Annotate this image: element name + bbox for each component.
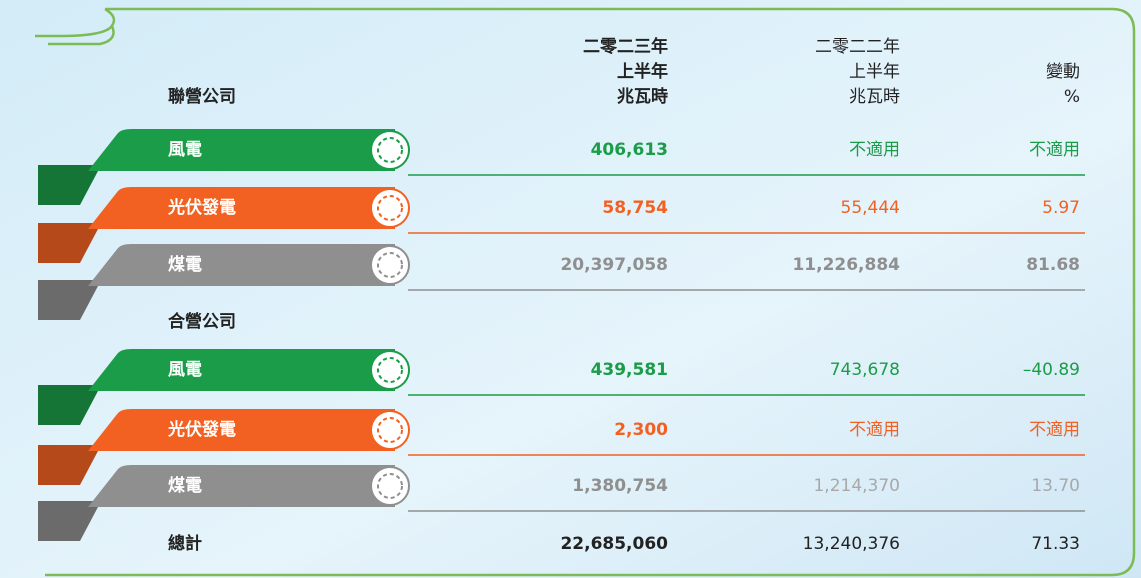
- cell: 81.68: [1026, 255, 1080, 275]
- ribbon: [88, 465, 395, 507]
- ribbon: [88, 187, 395, 229]
- cell: 406,613: [591, 140, 668, 160]
- icon: [377, 252, 403, 278]
- cell: 1,380,754: [572, 476, 668, 496]
- border: [45, 7, 1136, 577]
- column-header: 變動: [1046, 62, 1080, 82]
- icon: [370, 245, 410, 285]
- cell: 743,678: [830, 360, 900, 380]
- section-title: 聯營公司: [168, 86, 236, 107]
- cell: 11,226,884: [792, 255, 900, 275]
- row-label: 煤電: [168, 254, 202, 275]
- column-header: %: [1064, 87, 1080, 107]
- total-cell: 22,685,060: [560, 534, 668, 554]
- icon: [377, 417, 403, 443]
- ribbon: [88, 244, 395, 286]
- ribbon-tail: [38, 445, 98, 485]
- icon: [370, 350, 410, 390]
- column-header: 上半年: [617, 61, 668, 82]
- icon: [370, 130, 410, 170]
- cell: 55,444: [841, 198, 900, 218]
- cell: 不適用: [849, 420, 900, 440]
- ribbon-tail: [38, 385, 98, 425]
- cell: 不適用: [849, 140, 900, 160]
- cell: 不適用: [1029, 420, 1080, 440]
- row-label: 風電: [168, 140, 202, 160]
- ribbon-tail: [38, 280, 98, 320]
- cell: 13.70: [1031, 476, 1080, 496]
- cell: –40.89: [1023, 360, 1080, 380]
- cell: 1,214,370: [813, 476, 900, 496]
- column-header: 兆瓦時: [617, 86, 668, 107]
- row-label: 光伏發電: [167, 197, 236, 218]
- cell: 20,397,058: [560, 255, 668, 275]
- cell: 2,300: [614, 420, 668, 440]
- group-title: 合營公司: [168, 311, 236, 332]
- total-label: 總計: [168, 533, 202, 554]
- ribbon: [88, 409, 395, 451]
- icon: [377, 473, 403, 499]
- icon: [377, 195, 403, 221]
- ribbon: [88, 349, 395, 391]
- column-header: 二零二三年: [583, 36, 668, 57]
- icon: [370, 188, 410, 228]
- icon: [370, 410, 410, 450]
- row-label: 煤電: [168, 475, 202, 496]
- ribbon-tail: [38, 165, 98, 205]
- column-header: 兆瓦時: [849, 87, 900, 107]
- ribbon-tail: [38, 501, 98, 541]
- ribbon: [88, 129, 395, 171]
- border-curl: [35, 7, 116, 46]
- cell: 5.97: [1042, 198, 1080, 218]
- ribbon-tail: [38, 223, 98, 263]
- icon: [370, 466, 410, 506]
- icon: [377, 357, 403, 383]
- cell: 439,581: [591, 360, 668, 380]
- row-label: 風電: [168, 360, 202, 380]
- total-cell: 71.33: [1031, 534, 1080, 554]
- cell: 不適用: [1029, 140, 1080, 160]
- total-cell: 13,240,376: [803, 534, 900, 554]
- cell: 58,754: [602, 198, 668, 218]
- row-label: 光伏發電: [167, 419, 236, 440]
- icon: [377, 137, 403, 163]
- column-header: 上半年: [849, 62, 900, 82]
- column-header: 二零二二年: [815, 37, 900, 57]
